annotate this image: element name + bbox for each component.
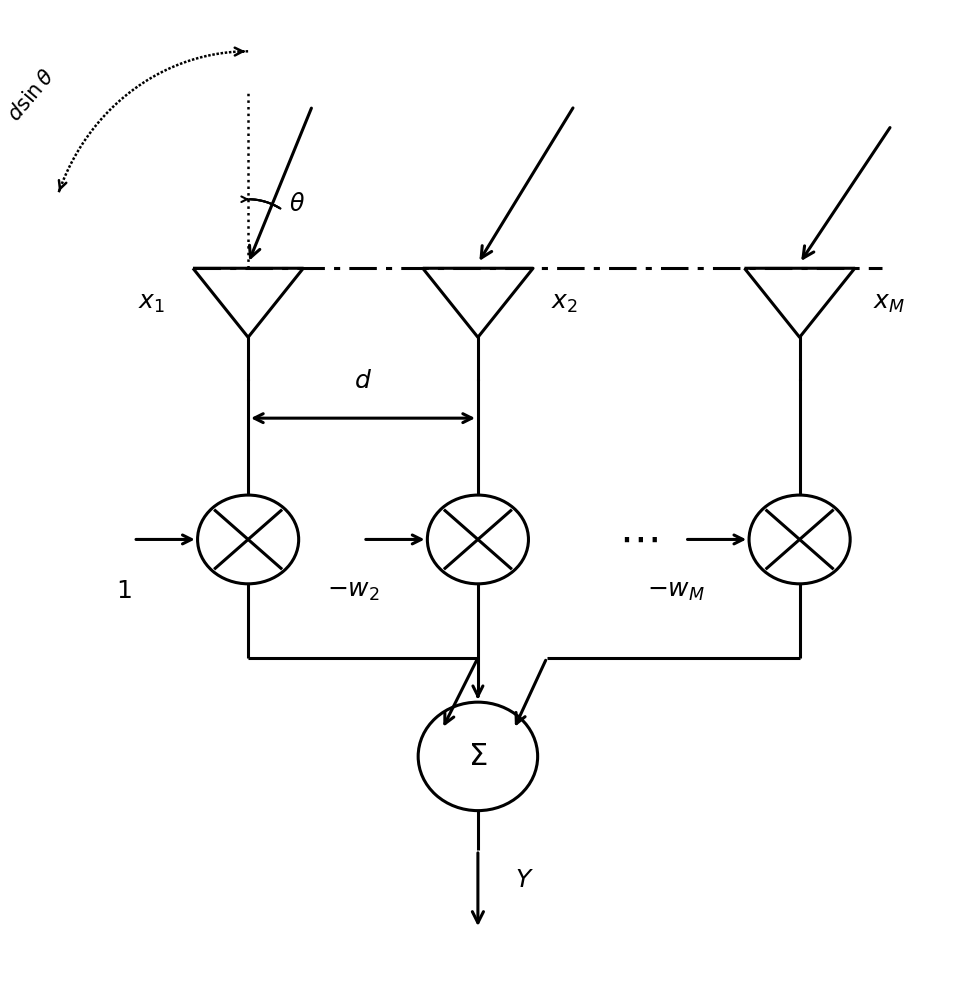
Text: $d$: $d$ — [354, 369, 372, 393]
Text: $x_1$: $x_1$ — [138, 291, 165, 315]
Text: $\theta$: $\theta$ — [290, 192, 305, 216]
Text: $x_2$: $x_2$ — [551, 291, 578, 315]
Text: $d\sin\theta$: $d\sin\theta$ — [4, 65, 59, 125]
Text: $-w_M$: $-w_M$ — [646, 579, 705, 603]
Text: $\Sigma$: $\Sigma$ — [469, 742, 488, 771]
Text: $Y$: $Y$ — [514, 868, 534, 892]
Text: $x_M$: $x_M$ — [873, 291, 905, 315]
Text: $1$: $1$ — [117, 579, 132, 603]
Text: $-w_2$: $-w_2$ — [328, 579, 380, 603]
Text: $\cdots$: $\cdots$ — [619, 518, 658, 560]
